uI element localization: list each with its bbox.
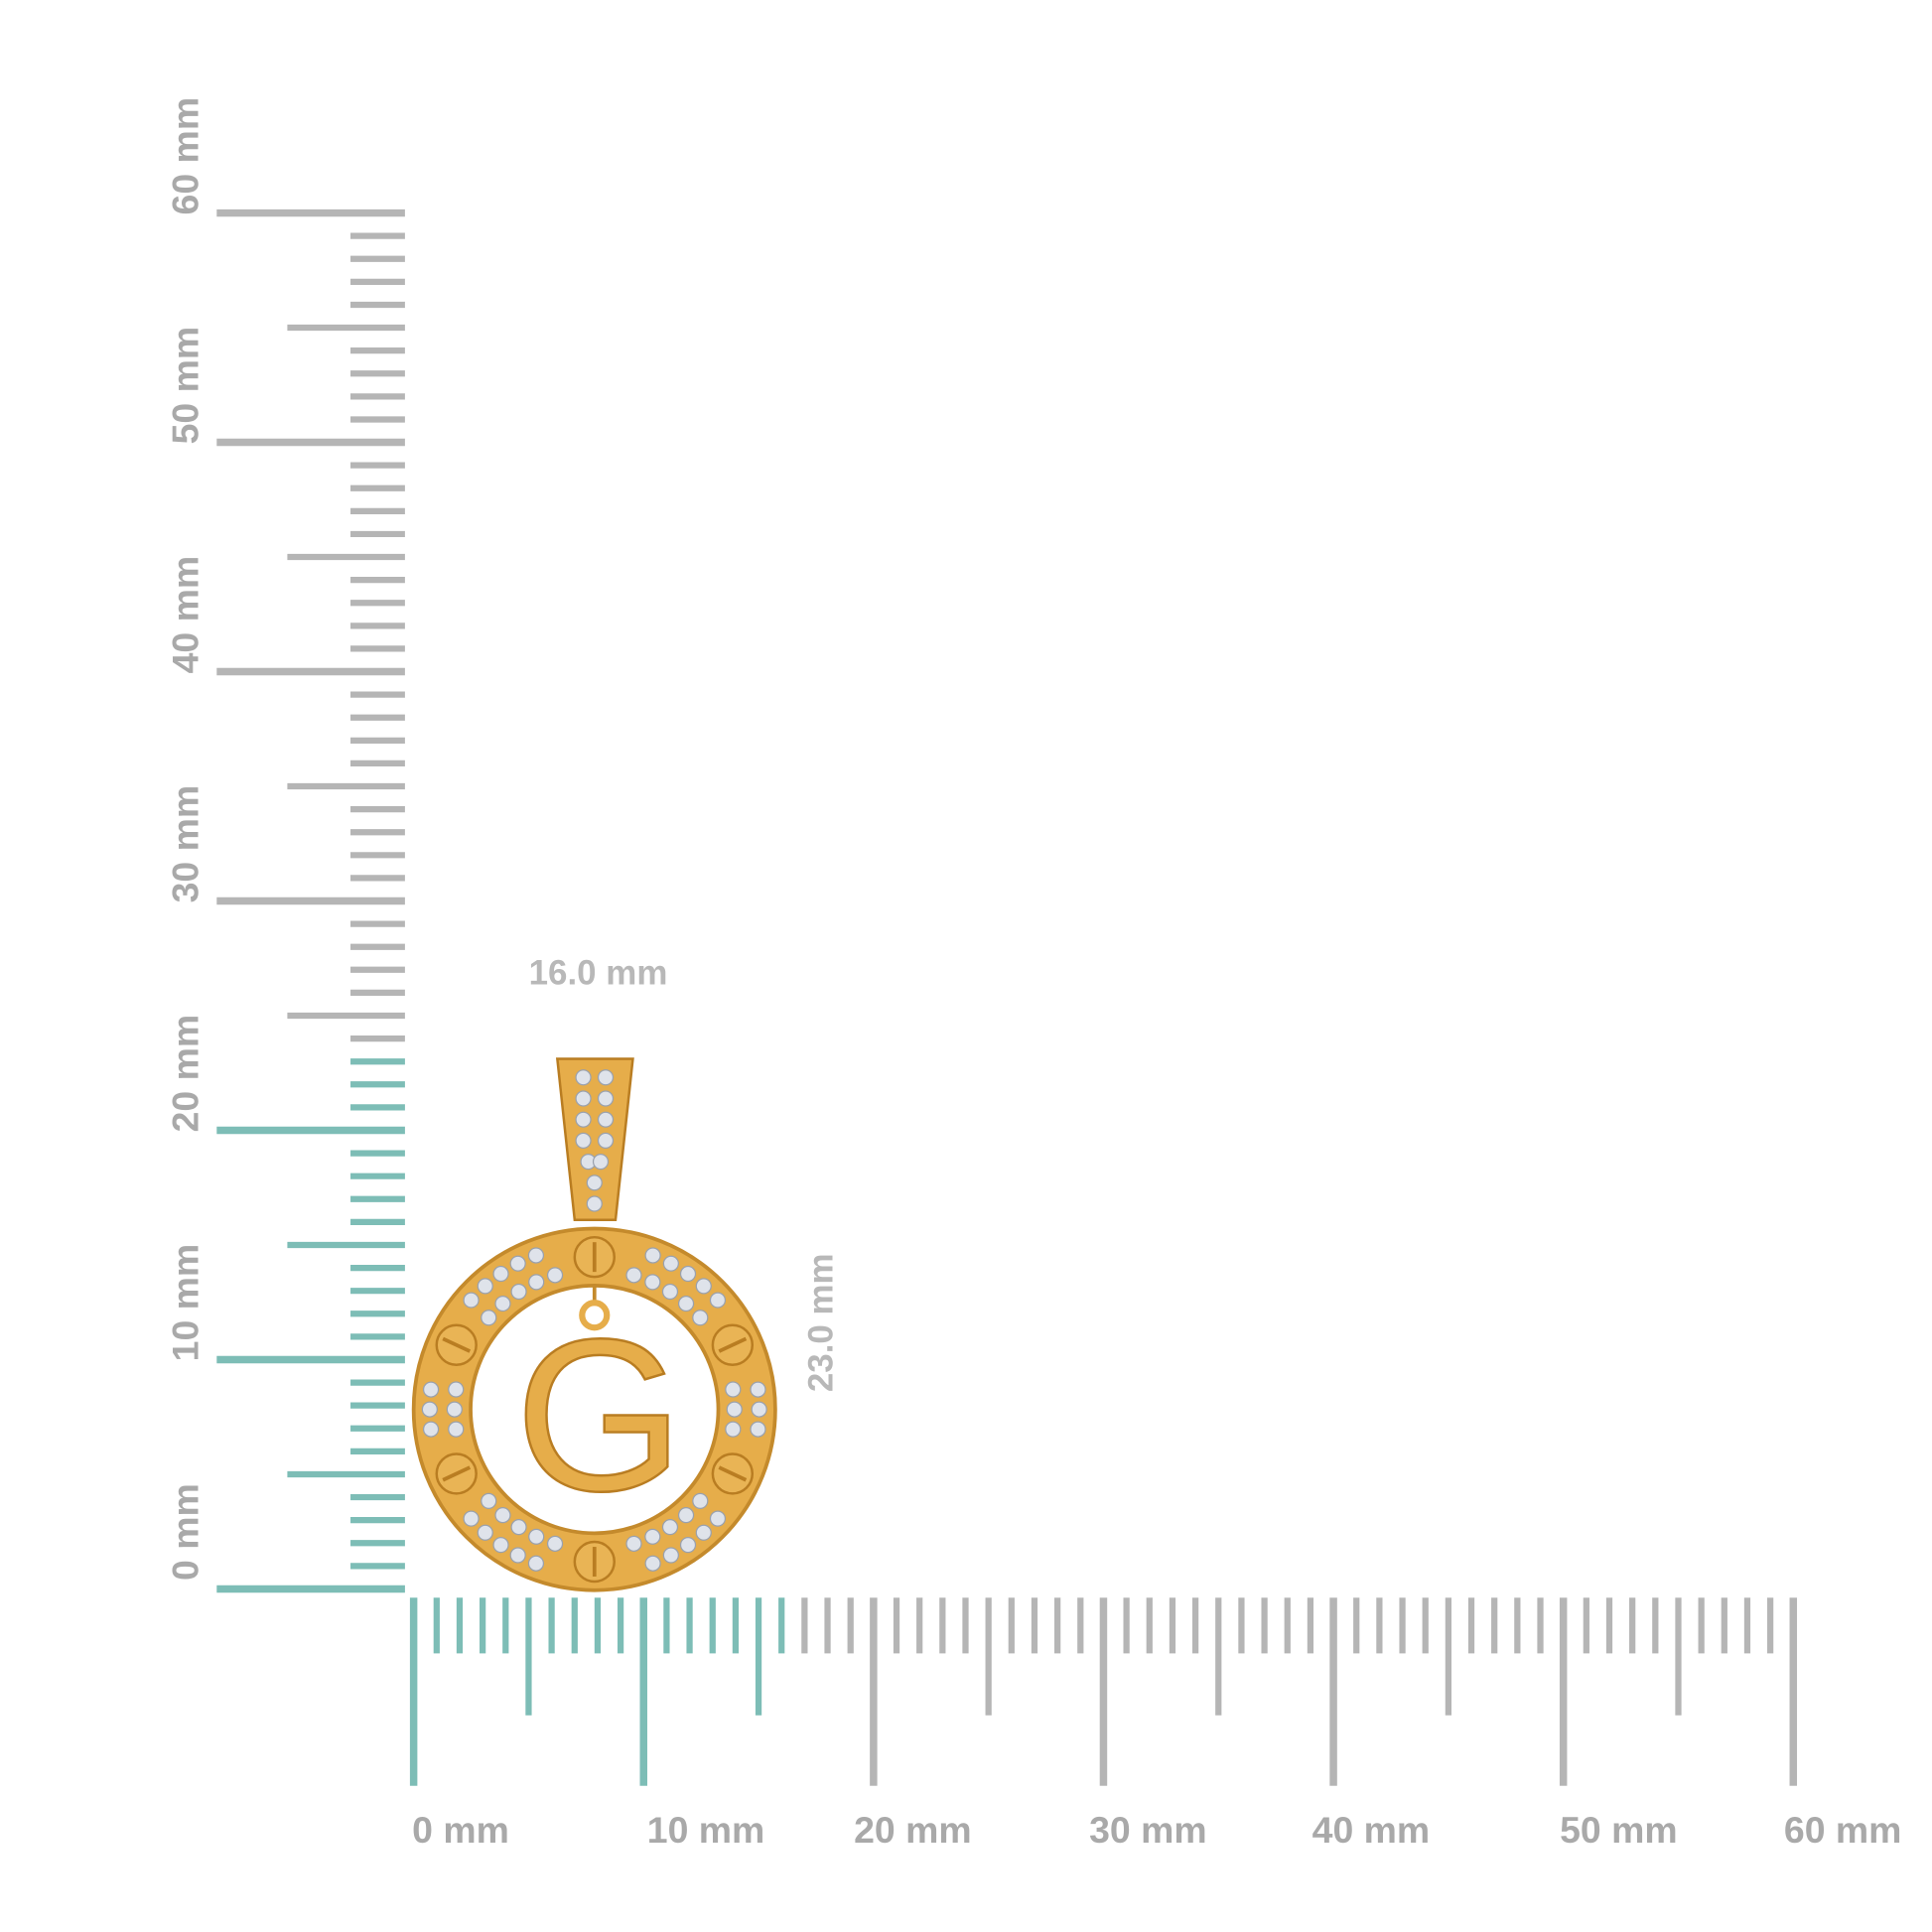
stone xyxy=(546,1267,564,1284)
pendant-bail xyxy=(555,1057,634,1221)
stone xyxy=(661,1283,679,1301)
height-dimension-label: 23.0 mm xyxy=(801,1253,840,1392)
stone xyxy=(692,1492,709,1509)
vertical-label: 30 mm xyxy=(165,785,207,903)
bail-stones xyxy=(575,1069,615,1212)
stone xyxy=(597,1069,615,1086)
stone xyxy=(679,1537,697,1554)
stone xyxy=(592,1153,610,1171)
screw-icon xyxy=(573,1540,616,1584)
stone xyxy=(477,1278,493,1295)
stone xyxy=(509,1255,526,1272)
vertical-label: 60 mm xyxy=(165,97,207,215)
screw-icon xyxy=(573,1235,616,1279)
stone xyxy=(644,1247,661,1264)
horizontal-ruler-labels: 0 mm 10 mm 20 mm 30 mm 40 mm 50 mm 60 mm xyxy=(412,1809,1901,1851)
stone xyxy=(661,1519,679,1536)
stone xyxy=(492,1265,509,1283)
ring-screw-motifs xyxy=(435,1235,755,1584)
stone xyxy=(463,1510,480,1527)
stone xyxy=(644,1528,661,1545)
stone xyxy=(597,1132,615,1149)
stone xyxy=(677,1507,695,1524)
stone xyxy=(446,1401,463,1418)
stone xyxy=(481,1310,497,1326)
screw-icon xyxy=(711,1452,755,1495)
stone xyxy=(695,1524,712,1541)
stone xyxy=(709,1510,727,1527)
horizontal-label: 0 mm xyxy=(412,1809,509,1851)
stone xyxy=(586,1174,603,1191)
width-dimension-label: 16.0 mm xyxy=(529,954,668,993)
stone xyxy=(695,1278,712,1295)
stone xyxy=(597,1111,615,1128)
stone xyxy=(422,1421,440,1438)
stone xyxy=(644,1274,661,1291)
stone xyxy=(421,1401,438,1418)
stone xyxy=(575,1111,592,1128)
stone xyxy=(644,1555,661,1572)
stone xyxy=(510,1519,527,1536)
stone xyxy=(448,1381,465,1398)
stone xyxy=(509,1547,526,1564)
stone xyxy=(575,1069,592,1086)
stone xyxy=(546,1535,564,1552)
stone xyxy=(751,1401,767,1418)
stone xyxy=(422,1381,440,1398)
stone xyxy=(527,1555,545,1572)
stone xyxy=(750,1381,766,1398)
stone xyxy=(575,1132,592,1149)
charm-letter: G xyxy=(515,1295,684,1537)
horizontal-label: 30 mm xyxy=(1089,1809,1207,1851)
stone xyxy=(709,1292,727,1309)
stone xyxy=(586,1195,603,1212)
stone xyxy=(692,1310,709,1326)
stone xyxy=(726,1401,743,1418)
vertical-label: 20 mm xyxy=(165,1015,207,1133)
horizontal-ruler xyxy=(409,1597,1798,1786)
stone xyxy=(494,1507,511,1524)
stone xyxy=(679,1265,697,1283)
stone xyxy=(492,1537,509,1554)
vertical-label: 10 mm xyxy=(165,1244,207,1362)
stone xyxy=(527,1247,545,1264)
horizontal-label: 10 mm xyxy=(647,1809,765,1851)
screw-icon xyxy=(435,1452,478,1495)
stone xyxy=(750,1421,766,1438)
horizontal-label: 20 mm xyxy=(854,1809,972,1851)
stone xyxy=(463,1292,480,1309)
stone xyxy=(625,1535,642,1552)
stone xyxy=(662,1255,679,1272)
stone xyxy=(677,1295,695,1312)
stone xyxy=(725,1381,742,1398)
stone xyxy=(725,1421,742,1438)
stone xyxy=(625,1267,642,1284)
screw-icon xyxy=(435,1323,478,1366)
stone xyxy=(662,1547,679,1564)
vertical-ruler-labels: 0 mm 10 mm 20 mm 30 mm 40 mm 50 mm 60 mm xyxy=(165,97,207,1581)
stone xyxy=(597,1090,615,1107)
horizontal-label: 40 mm xyxy=(1312,1809,1431,1851)
ring-stones xyxy=(421,1247,767,1572)
stone xyxy=(448,1421,465,1438)
horizontal-label: 60 mm xyxy=(1784,1809,1902,1851)
pendant-image: G xyxy=(411,1057,777,1592)
screw-icon xyxy=(711,1323,755,1366)
stone xyxy=(494,1295,511,1312)
stone xyxy=(528,1528,545,1545)
vertical-label: 40 mm xyxy=(165,556,207,674)
stone xyxy=(481,1492,497,1509)
vertical-label: 0 mm xyxy=(165,1483,207,1581)
stone xyxy=(575,1090,592,1107)
vertical-ruler xyxy=(216,208,405,1593)
stone xyxy=(528,1274,545,1291)
horizontal-label: 50 mm xyxy=(1560,1809,1678,1851)
stone xyxy=(477,1524,493,1541)
charm-jump-ring xyxy=(579,1300,611,1331)
stone xyxy=(510,1283,527,1301)
vertical-label: 50 mm xyxy=(165,327,207,445)
